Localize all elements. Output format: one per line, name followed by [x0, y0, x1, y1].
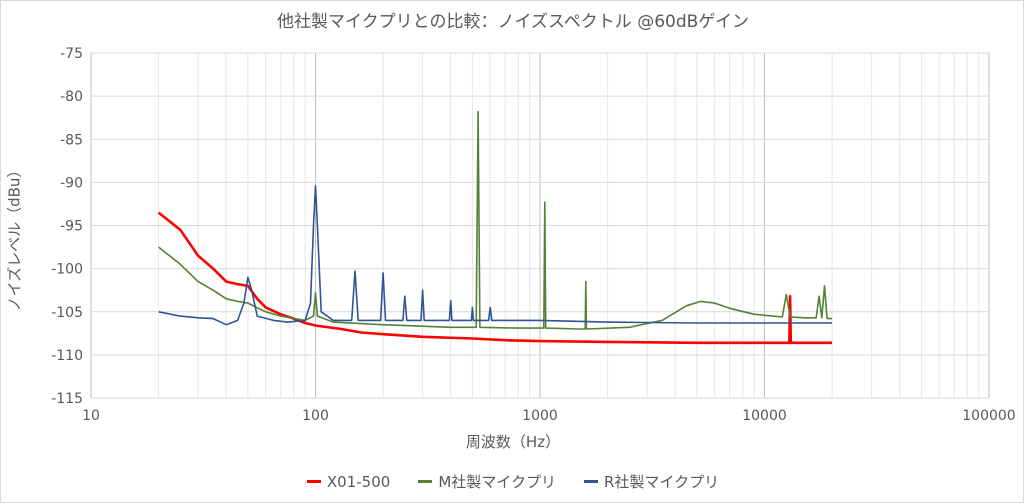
x-tick-label: 10	[82, 408, 100, 424]
y-tick-labels: -75 -80 -85 -90 -95 -100 -105 -110 -115	[51, 46, 83, 407]
y-tick-label: -90	[60, 175, 83, 191]
legend-swatch	[418, 480, 433, 483]
series-line-2	[158, 110, 833, 330]
y-tick-label: -75	[60, 46, 83, 62]
chart-title: 他社製マイクプリとの比較：ノイズスペクトル @60dBゲイン	[277, 12, 749, 32]
y-tick-label: -115	[51, 391, 83, 407]
legend-swatch	[306, 480, 321, 483]
x-axis-label: 周波数（Hz）	[465, 433, 561, 451]
legend-label: R社製マイクプリ	[603, 473, 720, 491]
x-tick-label: 100	[302, 408, 329, 424]
x-tick-label: 1000	[522, 408, 558, 424]
x-tick-label: 10000	[742, 408, 787, 424]
legend-item: X01-500	[306, 471, 391, 492]
y-tick-label: -100	[51, 262, 83, 278]
series-line-1	[157, 211, 833, 345]
x-tick-label: 100000	[962, 408, 1015, 424]
y-tick-label: -95	[60, 219, 83, 235]
y-tick-label: -85	[60, 132, 83, 148]
legend-label: X01-500	[326, 472, 391, 491]
legend-label: M社製マイクプリ	[438, 473, 556, 491]
series-layer	[157, 110, 833, 345]
legend-item: R社製マイクプリ	[583, 471, 720, 492]
y-tick-label: -110	[51, 348, 83, 364]
legend-swatch	[583, 480, 598, 483]
legend-item: M社製マイクプリ	[418, 471, 556, 492]
legend: X01-500 M社製マイクプリ R社製マイクプリ	[1, 471, 1024, 492]
series-line-3	[158, 185, 833, 326]
grid-major	[90, 52, 990, 399]
y-tick-label: -105	[51, 305, 83, 321]
y-tick-label: -80	[60, 89, 83, 105]
x-tick-labels: 10 100 1000 10000 100000	[82, 408, 1016, 424]
